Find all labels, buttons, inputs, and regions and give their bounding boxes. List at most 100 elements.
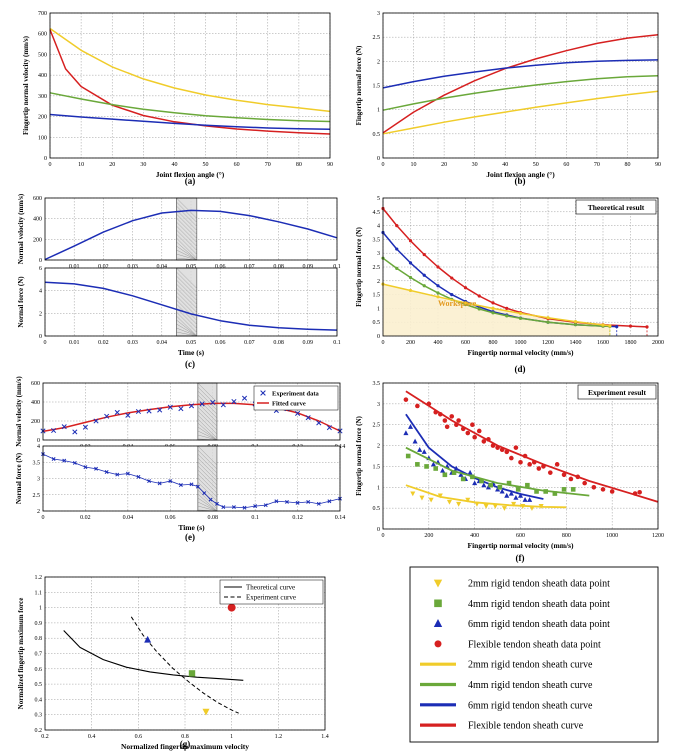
y-axis-label: Fingertip normal force (N)	[355, 415, 363, 495]
data-point-red	[518, 459, 523, 465]
x-tick-label: 0.04	[157, 264, 168, 270]
y-tick-label: 4.5	[373, 210, 381, 216]
x-stroke	[51, 427, 57, 434]
panel-label: (g)	[180, 739, 191, 749]
panel-label: (c)	[185, 359, 195, 369]
data-point-blue	[436, 284, 440, 288]
data-point-red	[470, 422, 475, 428]
data-point-blue	[430, 461, 436, 467]
series-line-force	[44, 281, 338, 331]
fit-curve-green	[405, 446, 590, 497]
force-point	[274, 499, 279, 504]
x-tick-label: 1600	[597, 340, 609, 346]
x-tick-label: 0.05	[186, 264, 197, 270]
y-tick-label: 200	[33, 237, 42, 243]
data-point-blue	[422, 273, 426, 277]
plot-border	[44, 267, 338, 337]
data-point-blue	[481, 482, 487, 488]
y-tick-label: 0.9	[35, 621, 43, 627]
data-point-green	[442, 472, 448, 478]
hatch-line	[197, 406, 218, 427]
chart-g: 0.2 0.4 0.6 0.8 1 1.2 1.4 0.2 0.3 0.4 0.5 0.6 0.7 0.8…	[17, 575, 329, 751]
hatch-line	[176, 331, 197, 337]
y-tick-label: 1.5	[373, 293, 381, 299]
x-stroke	[189, 482, 194, 487]
data-point-green	[573, 323, 578, 327]
x-tick-label: 90	[327, 162, 333, 168]
hatch-line	[197, 422, 218, 441]
experiment-point	[305, 415, 311, 421]
x-tick-label: 10	[78, 162, 84, 168]
y-tick-label: 1	[377, 108, 380, 114]
data-point-green	[451, 470, 457, 475]
x-axis-label: Joint flexion angle (°)	[156, 170, 225, 179]
y-tick-label: 3.5	[33, 460, 41, 466]
x-tick-label: 0	[382, 162, 385, 168]
data-point-green	[477, 307, 481, 311]
data-point-green	[491, 311, 495, 315]
hatch-line	[176, 245, 197, 261]
y-tick-label: 500	[38, 52, 47, 58]
data-point-green	[505, 314, 509, 318]
plot-border	[382, 197, 659, 337]
data-point-yellow	[456, 501, 462, 507]
experiment-point	[135, 408, 142, 415]
y-tick-label: 1.5	[373, 84, 381, 90]
fit-curve-blue	[405, 413, 544, 500]
data-point-green	[518, 316, 523, 320]
data-point-red	[442, 418, 448, 423]
x-tick-label: 400	[470, 533, 479, 539]
data-point-green	[395, 266, 399, 270]
x-stroke	[157, 407, 163, 413]
y-tick-label: 0	[37, 438, 40, 444]
data-point-green	[515, 487, 521, 492]
x-stroke	[316, 501, 321, 506]
hatch-line	[197, 410, 218, 431]
force-point	[221, 505, 226, 510]
y-tick-label: 600	[33, 196, 42, 202]
hatch-line	[197, 402, 218, 423]
data-point-blue	[522, 497, 528, 502]
y-tick-label: 0.8	[35, 636, 43, 642]
x-tick-label: 0	[382, 340, 385, 346]
x-stroke	[157, 481, 162, 486]
plot-border	[382, 12, 659, 159]
experiment-point	[157, 407, 163, 413]
experiment-point	[125, 412, 131, 418]
legend-label: 4mm rigid tendon sheath data point	[468, 599, 610, 610]
hatch-line	[197, 497, 218, 512]
force-point	[316, 501, 321, 506]
data-point-yellow	[501, 506, 507, 511]
data-point-red	[449, 414, 455, 419]
force-point	[83, 465, 88, 470]
legend-label: Flexible tendon sheath curve	[468, 721, 584, 732]
chart-e1: 0.020.040.060.080.10.120.140200400600Nor…	[15, 376, 345, 450]
force-point	[202, 491, 207, 496]
x-tick-label: 0	[42, 515, 45, 521]
plot-border	[42, 382, 341, 441]
hatch-line	[197, 418, 218, 439]
hatch-line	[197, 493, 218, 512]
force-point	[208, 497, 213, 502]
hatch-line	[197, 489, 218, 510]
y-tick-label: 0.5	[373, 506, 381, 512]
force-point	[189, 482, 194, 487]
legend-marker-experiment	[260, 390, 266, 396]
y-tick-label: 0	[39, 334, 42, 340]
hatch-line	[176, 221, 197, 243]
y-tick-label: 400	[38, 73, 47, 79]
data-point-yellow	[428, 497, 434, 503]
y-tick-label: 300	[38, 94, 47, 100]
x-tick-label: 20	[441, 162, 447, 168]
data-point-blue	[450, 293, 454, 297]
y-tick-label: 2.5	[373, 423, 381, 429]
panel-label: (b)	[515, 176, 526, 186]
hatch-line	[176, 279, 197, 301]
force-point	[62, 458, 67, 463]
y-axis-label: Fingertip normal velocity (mm/s)	[22, 35, 30, 135]
x-tick-label: 600	[516, 533, 525, 539]
x-tick-label: 0.06	[165, 515, 176, 521]
x-stroke	[295, 500, 300, 505]
legend-label-experiment: Experiment curve	[246, 594, 296, 602]
data-point-green	[570, 487, 576, 492]
